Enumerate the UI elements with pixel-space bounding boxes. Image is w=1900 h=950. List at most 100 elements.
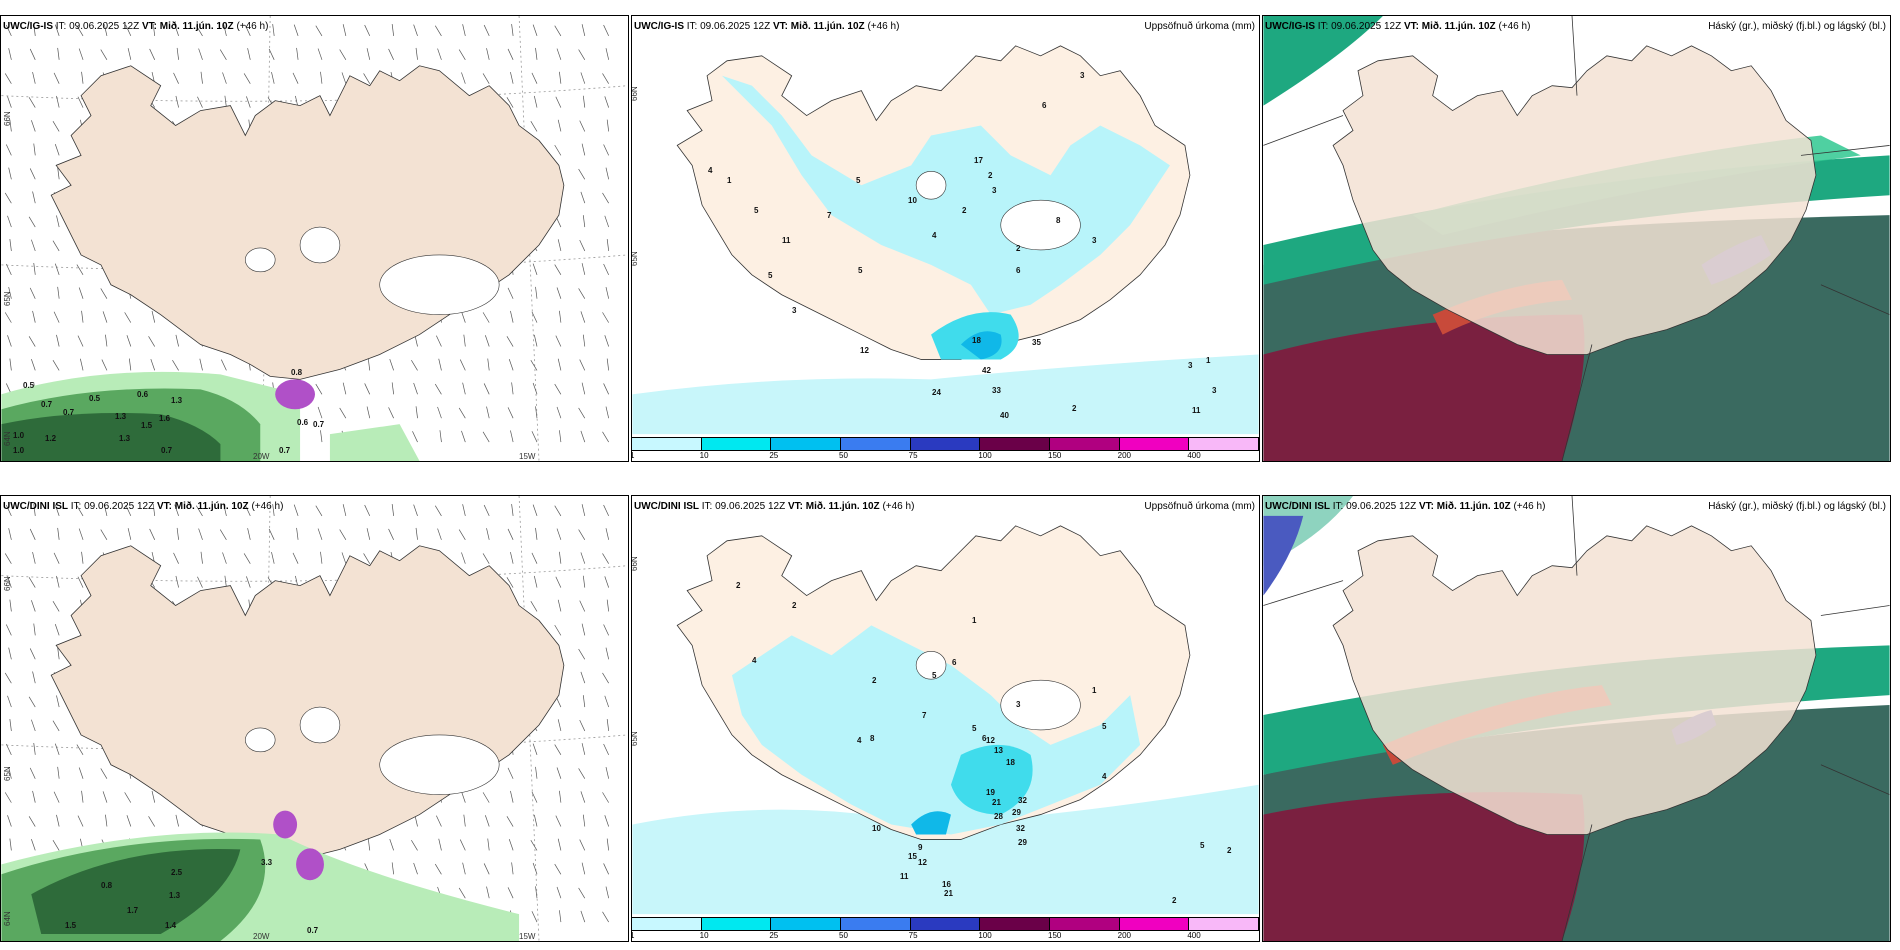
lat-label: 65N — [631, 251, 639, 266]
wind-barb — [149, 48, 156, 60]
wind-barb — [175, 95, 179, 108]
wind-barb — [224, 575, 227, 588]
wind-barb — [78, 287, 84, 299]
wind-barb — [559, 551, 562, 564]
wind-barb — [533, 334, 538, 347]
glacier — [915, 171, 947, 200]
wind-barb — [602, 911, 609, 923]
wind-barb — [602, 431, 609, 443]
precip-value-label: 8 — [870, 734, 875, 743]
wind-barb — [535, 406, 538, 419]
boundary-lines — [1263, 496, 1890, 941]
wind-barb — [52, 720, 60, 732]
wind-barb — [434, 383, 442, 395]
wind-barb — [28, 216, 36, 228]
wind-barb — [100, 768, 108, 779]
wind-barb — [602, 553, 609, 564]
wind-barb — [391, 382, 394, 395]
precip-value-label: 29 — [1012, 808, 1021, 817]
wind-barb — [507, 287, 514, 299]
wind-barb — [535, 286, 538, 299]
wind-barb — [511, 862, 514, 875]
wind-barb — [413, 24, 418, 37]
wind-barb — [29, 767, 36, 779]
precip-value-label: 17 — [974, 156, 983, 165]
wind-barb — [53, 311, 60, 323]
colorbar-tick-label: 1 — [632, 451, 634, 460]
wind-barb — [8, 767, 12, 779]
wind-barb — [486, 406, 490, 419]
colorbar-swatch — [910, 918, 981, 930]
wind-barb — [100, 529, 108, 540]
wind-barb — [9, 239, 12, 251]
wind-barb — [54, 624, 60, 636]
colorbar-tick-label: 25 — [769, 931, 779, 940]
wind-barb — [605, 886, 610, 899]
init-time: IT: 09.06.2025 12Z — [686, 21, 771, 32]
iceland-land — [1332, 45, 1817, 355]
wind-barb — [219, 49, 227, 60]
wind-barb — [415, 47, 418, 60]
wind-barb — [606, 838, 610, 851]
precip-value-label: 40 — [1000, 411, 1009, 420]
wind-barb — [271, 551, 275, 564]
wind-barb — [483, 24, 490, 37]
precip-value-label: 42 — [982, 366, 991, 375]
wind-barb — [29, 528, 36, 540]
wind-barb — [580, 311, 586, 323]
wind-barb — [434, 25, 442, 37]
wind-barb — [56, 695, 60, 708]
precip-value-label: 0.6 — [297, 418, 309, 427]
wind-barb — [559, 430, 562, 443]
wind-barb — [507, 48, 514, 60]
wind-barb — [32, 551, 36, 564]
wind-barb — [339, 529, 347, 540]
precip-value-label: 0.7 — [307, 926, 319, 935]
wind-barb — [438, 358, 442, 371]
wind-barb — [5, 144, 12, 156]
wind-barb — [582, 215, 586, 228]
wind-barb — [554, 744, 562, 756]
precip-value-label: 0.7 — [279, 446, 291, 455]
precip-value-label: 1.3 — [169, 891, 181, 900]
wind-barb — [578, 768, 586, 779]
lat-label: 65N — [631, 731, 639, 746]
wind-barb — [363, 73, 371, 84]
wind-barb — [296, 527, 299, 540]
wind-barb — [434, 505, 442, 517]
wind-barb — [148, 336, 156, 347]
wind-barb — [388, 528, 394, 540]
wind-barb — [341, 72, 347, 84]
precip-value-label: 10 — [908, 196, 917, 205]
precip-value-label: 3.3 — [261, 858, 273, 867]
wind-barb — [580, 910, 586, 923]
wind-barb — [7, 335, 12, 347]
precip-value-label: 2 — [1072, 404, 1077, 413]
wind-barb — [531, 431, 538, 443]
colorbar-tick-label: 200 — [1117, 931, 1132, 940]
wind-barb — [102, 311, 108, 323]
wind-barb — [320, 430, 323, 443]
wind-barb — [458, 49, 466, 60]
colorbar-tick-label: 50 — [839, 451, 848, 460]
wind-barb — [530, 601, 538, 612]
precip-sea-shade — [632, 354, 1259, 435]
precip-value-label: 3 — [792, 306, 797, 315]
wind-barb — [175, 814, 179, 827]
wind-barb — [532, 743, 538, 755]
wind-barb — [244, 504, 251, 517]
wind-barb — [532, 382, 538, 395]
init-time: IT: 09.06.2025 12Z — [701, 501, 786, 512]
wind-barb — [555, 576, 562, 588]
wind-barb — [507, 887, 514, 899]
wind-barb — [437, 528, 442, 540]
cloud-map — [1263, 496, 1890, 941]
wind-barb — [391, 24, 394, 36]
wind-barb — [483, 504, 490, 517]
wind-barb — [487, 838, 490, 851]
wind-barb — [8, 167, 12, 180]
precip-value-label: 1.0 — [13, 431, 25, 440]
precip-value-label: 1.3 — [171, 396, 183, 405]
wind-barb — [33, 24, 36, 36]
wind-barb — [579, 120, 586, 132]
